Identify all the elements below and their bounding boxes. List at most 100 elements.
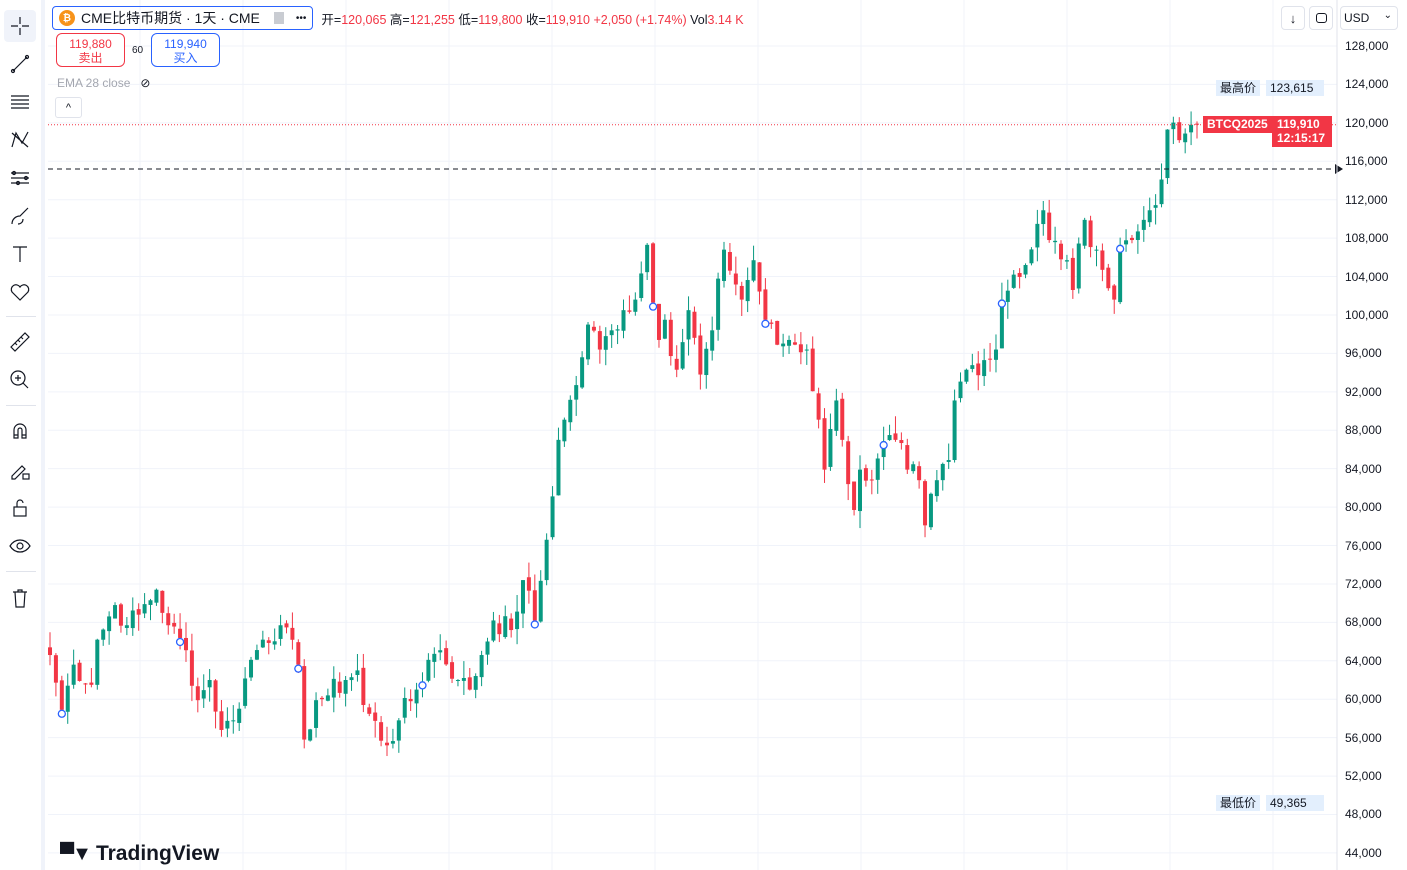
candle-body xyxy=(722,249,727,281)
eye-hidden-icon[interactable]: ⊘ xyxy=(140,76,151,90)
download-button[interactable]: ↓ xyxy=(1281,6,1305,30)
candle-body xyxy=(680,342,685,369)
candle-body xyxy=(751,260,756,281)
buy-label: 买入 xyxy=(173,51,198,65)
candle-body xyxy=(792,342,797,345)
candle-body xyxy=(189,650,194,686)
candle-body xyxy=(178,628,183,638)
candle-body xyxy=(355,670,360,675)
candle-body xyxy=(982,360,987,377)
candle-body xyxy=(834,400,839,431)
crosshair-tool[interactable] xyxy=(4,10,36,42)
candle-body xyxy=(609,330,614,336)
sell-button[interactable]: 119,880 卖出 xyxy=(56,33,125,67)
candle-body xyxy=(739,285,744,300)
more-button[interactable]: ••• xyxy=(295,12,307,24)
candle-body xyxy=(1171,122,1176,130)
candle-body xyxy=(160,590,165,613)
candle-body xyxy=(349,677,354,681)
candle-body xyxy=(402,697,407,718)
candle-body xyxy=(923,481,928,526)
event-marker xyxy=(648,302,658,311)
volume-label: Vol xyxy=(690,12,708,27)
candle-body xyxy=(1183,133,1188,143)
candle-body xyxy=(733,273,738,285)
candle-body xyxy=(373,712,378,721)
measure-tool[interactable] xyxy=(4,326,36,358)
candle-body xyxy=(83,683,88,685)
candle-body xyxy=(1124,240,1129,245)
trash-icon xyxy=(13,589,27,608)
close-label: 收= xyxy=(525,12,546,27)
candle-body xyxy=(497,623,502,635)
candle-body xyxy=(1047,212,1052,241)
tradingview-logo[interactable]: ▀▼ TradingView xyxy=(60,842,219,866)
candle-body xyxy=(698,335,703,375)
candle-body xyxy=(940,463,945,481)
candle-body xyxy=(118,604,123,626)
candle-body xyxy=(207,680,212,688)
candle-body xyxy=(71,664,76,685)
candle-body xyxy=(928,493,933,528)
candle-body xyxy=(101,629,106,640)
event-marker xyxy=(294,664,303,673)
visibility-tool[interactable] xyxy=(4,530,36,562)
candle-body xyxy=(319,697,324,700)
candle-body xyxy=(1135,231,1140,240)
event-marker xyxy=(761,319,770,328)
candle-body xyxy=(704,348,709,376)
candle-body xyxy=(1094,249,1099,251)
candle-body xyxy=(810,348,815,392)
candle-body xyxy=(816,393,821,420)
zoom-in-tool[interactable] xyxy=(4,364,36,396)
fullscreen-button[interactable] xyxy=(1309,6,1333,30)
candle-body xyxy=(296,642,301,665)
flag-icon[interactable] xyxy=(273,12,284,24)
candle-body xyxy=(59,680,64,710)
lock-tool[interactable] xyxy=(4,492,36,524)
symbol-tag: BTCQ2025 xyxy=(1203,116,1272,133)
symbol-selector[interactable]: ₿ CME比特币期货 · 1天 · CME ••• xyxy=(52,6,314,30)
currency-select[interactable]: USD ⌄ xyxy=(1340,6,1398,30)
price-chart[interactable] xyxy=(45,0,1407,870)
candle-body xyxy=(1023,265,1028,275)
candle-body xyxy=(1195,123,1199,125)
event-marker xyxy=(1115,244,1125,253)
fib-tool[interactable] xyxy=(4,86,36,118)
buy-button[interactable]: 119,940 买入 xyxy=(151,33,220,67)
candle-body xyxy=(840,398,845,440)
candle-body xyxy=(911,464,916,472)
icon-tool[interactable] xyxy=(4,276,36,308)
delete-tool[interactable] xyxy=(4,582,36,614)
candle-body xyxy=(526,577,531,591)
text-tool[interactable] xyxy=(4,238,36,270)
candle-body xyxy=(863,468,868,481)
candle-body xyxy=(993,349,998,360)
collapse-legend-button[interactable]: ^ xyxy=(55,97,82,118)
candle-body xyxy=(1129,237,1134,241)
trend-line-tool[interactable] xyxy=(4,48,36,80)
candle-body xyxy=(148,600,153,605)
candle-body xyxy=(142,604,147,614)
candle-body xyxy=(627,310,632,312)
magnet-tool[interactable] xyxy=(4,416,36,448)
candle-body xyxy=(272,641,277,645)
candle-body xyxy=(769,322,774,324)
candle-body xyxy=(390,741,395,744)
forecast-tool[interactable] xyxy=(4,162,36,194)
candle-body xyxy=(219,711,224,730)
candle-body xyxy=(538,580,543,622)
candle-body xyxy=(568,399,573,423)
price-tick: 124,000 xyxy=(1345,77,1389,92)
lock-drawings-tool[interactable] xyxy=(4,454,36,486)
candle-body xyxy=(1106,267,1111,289)
ema-indicator[interactable]: EMA 28 close ⊘ xyxy=(57,76,150,90)
pencil-lock-icon xyxy=(11,465,30,480)
brush-tool[interactable] xyxy=(4,200,36,232)
low-label: 低= xyxy=(458,12,479,27)
candle-body xyxy=(225,720,230,729)
candle-body xyxy=(113,605,118,619)
candle-body xyxy=(95,639,100,685)
candle-body xyxy=(426,659,431,681)
pattern-tool[interactable] xyxy=(4,124,36,156)
